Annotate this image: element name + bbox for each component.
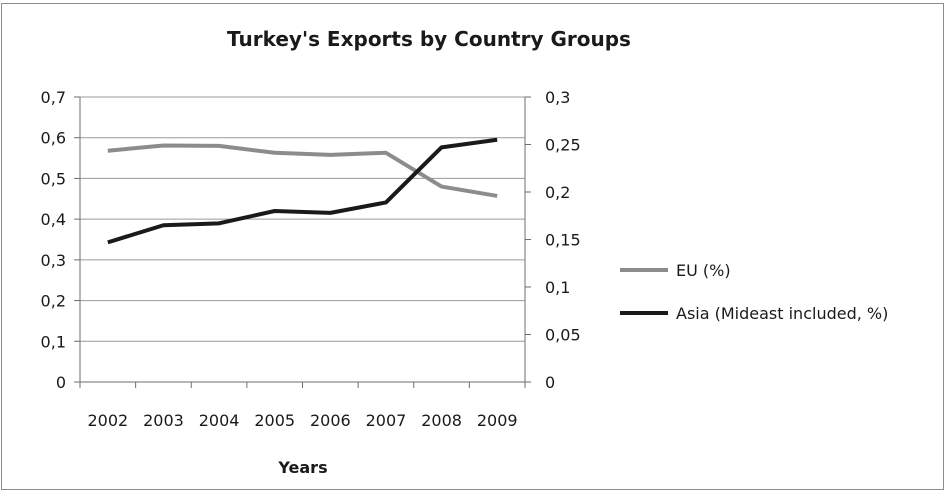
left-tick-label: 0 [56,373,66,392]
legend-label: EU (%) [676,261,731,280]
left-axis-ticks: 0 0,1 0,2 0,3 0,4 0,5 0,6 0,7 [41,88,66,392]
left-tick-label: 0,2 [41,292,66,311]
left-tick-label: 0,1 [41,332,66,351]
right-tick-label: 0,1 [545,278,570,297]
x-tick-label: 2005 [254,411,295,430]
legend-label: Asia (Mideast included, %) [676,304,888,323]
x-tick-label: 2006 [310,411,351,430]
right-tick-label: 0,15 [545,231,581,250]
right-tick-label: 0 [545,373,555,392]
series-line [107,137,498,245]
x-tick-label: 2003 [143,411,184,430]
right-tick-label: 0,25 [545,136,581,155]
x-axis-ticks: 2002 2003 2004 2005 2006 2007 2008 2009 [87,411,517,430]
right-tick-label: 0,2 [545,183,570,202]
right-tick-label: 0,05 [545,326,581,345]
left-tick-label: 0,7 [41,88,66,107]
x-tick-label: 2008 [421,411,462,430]
legend: EU (%) Asia (Mideast included, %) [620,261,888,323]
chart-title: Turkey's Exports by Country Groups [227,27,631,51]
left-tick-label: 0,3 [41,251,66,270]
right-tick-label: 0,3 [545,88,570,107]
x-tick-label: 2002 [87,411,128,430]
right-axis-ticks: 0 0,05 0,1 0,15 0,2 0,25 0,3 [545,88,581,392]
chart-frame [1,3,944,490]
left-tick-label: 0,5 [41,169,66,188]
series-lines [107,137,498,245]
x-axis-title: Years [277,458,327,477]
series-line [107,143,498,198]
x-tick-label: 2007 [366,411,407,430]
left-tick-label: 0,6 [41,129,66,148]
left-tick-label: 0,4 [41,210,66,229]
x-tick-label: 2009 [477,411,518,430]
gridlines [74,96,531,388]
x-tick-label: 2004 [199,411,240,430]
